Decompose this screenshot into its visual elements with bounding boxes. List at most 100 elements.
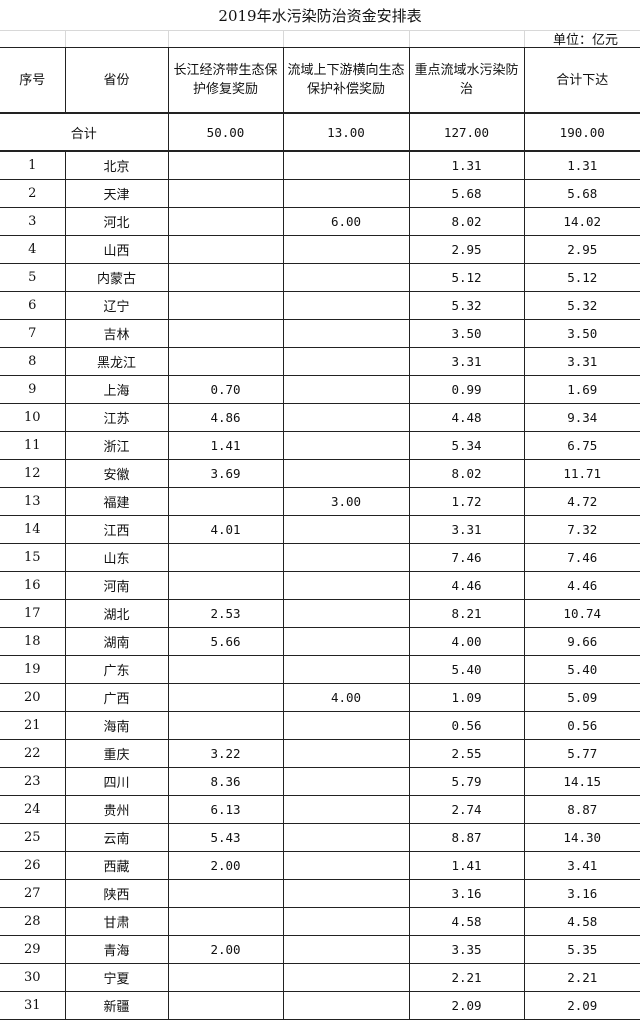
basin-compensation-cell (282, 347, 410, 376)
index-cell: 2 (0, 179, 66, 208)
basin-compensation-cell (282, 627, 410, 656)
unit-label: 单位：亿元 (552, 33, 618, 48)
province-cell: 上海 (64, 375, 169, 404)
table-row: 1 北京 1.31 1.31 (0, 150, 640, 180)
key-basin-cell: 5.12 (408, 263, 525, 292)
header-row: 序号 省份 长江经济带生态保护修复奖励 流域上下游横向生态保护补偿奖励 重点流域… (0, 47, 640, 114)
yangtze-cell (167, 711, 284, 740)
unit-row: 单位：亿元 (0, 31, 640, 48)
table-row: 22 重庆 3.22 2.55 5.77 (0, 739, 640, 768)
province-cell: 海南 (64, 711, 169, 740)
key-basin-cell: 0.99 (408, 375, 525, 404)
yangtze-cell (167, 683, 284, 712)
index-cell: 9 (0, 375, 66, 404)
total-cell: 190.00 (523, 112, 640, 152)
key-basin-cell: 5.32 (408, 291, 525, 320)
key-basin-cell: 4.48 (408, 403, 525, 432)
total-cell: 8.87 (523, 795, 640, 824)
province-cell: 云南 (64, 823, 169, 852)
province-cell: 吉林 (64, 319, 169, 348)
total-cell: 13.00 (282, 112, 410, 152)
basin-compensation-cell (282, 235, 410, 264)
key-basin-cell: 8.02 (408, 459, 525, 488)
province-cell: 河北 (64, 207, 169, 236)
index-cell: 13 (0, 487, 66, 516)
yangtze-cell: 3.69 (167, 459, 284, 488)
table-row: 19 广东 5.40 5.40 (0, 655, 640, 684)
yangtze-cell (167, 571, 284, 600)
yangtze-cell (167, 963, 284, 992)
basin-compensation-cell: 3.00 (282, 487, 410, 516)
table-row: 23 四川 8.36 5.79 14.15 (0, 767, 640, 796)
yangtze-cell: 0.70 (167, 375, 284, 404)
yangtze-cell: 4.01 (167, 515, 284, 544)
basin-compensation-cell (282, 179, 410, 208)
basin-compensation-cell (282, 795, 410, 824)
total-cell: 14.15 (523, 767, 640, 796)
index-cell: 4 (0, 235, 66, 264)
index-cell: 31 (0, 991, 66, 1020)
key-basin-cell: 8.21 (408, 599, 525, 628)
index-cell: 1 (0, 150, 66, 180)
table-row: 27 陕西 3.16 3.16 (0, 879, 640, 908)
table-row: 2 天津 5.68 5.68 (0, 179, 640, 208)
yangtze-cell (167, 179, 284, 208)
basin-compensation-cell (282, 543, 410, 572)
key-basin-cell: 8.02 (408, 207, 525, 236)
total-cell: 3.16 (523, 879, 640, 908)
province-cell: 贵州 (64, 795, 169, 824)
total-cell: 6.75 (523, 431, 640, 460)
basin-compensation-cell (282, 263, 410, 292)
basin-compensation-cell (282, 319, 410, 348)
total-cell: 5.77 (523, 739, 640, 768)
key-basin-cell: 5.79 (408, 767, 525, 796)
table-row: 29 青海 2.00 3.35 5.35 (0, 935, 640, 964)
province-cell: 宁夏 (64, 963, 169, 992)
total-cell: 127.00 (408, 112, 525, 152)
basin-compensation-cell (282, 655, 410, 684)
province-cell: 内蒙古 (64, 263, 169, 292)
key-basin-cell: 2.74 (408, 795, 525, 824)
key-basin-cell: 5.40 (408, 655, 525, 684)
key-basin-cell: 3.35 (408, 935, 525, 964)
index-cell: 3 (0, 207, 66, 236)
province-cell: 安徽 (64, 459, 169, 488)
table-row: 16 河南 4.46 4.46 (0, 571, 640, 600)
table-row: 3 河北 6.00 8.02 14.02 (0, 207, 640, 236)
yangtze-cell (167, 907, 284, 936)
basin-compensation-cell: 6.00 (282, 207, 410, 236)
table-row: 30 宁夏 2.21 2.21 (0, 963, 640, 992)
basin-compensation-cell (282, 711, 410, 740)
total-cell: 50.00 (167, 112, 284, 152)
total-cell: 2.95 (523, 235, 640, 264)
province-cell: 江西 (64, 515, 169, 544)
key-basin-cell: 4.58 (408, 907, 525, 936)
key-basin-cell: 3.50 (408, 319, 525, 348)
table-row: 12 安徽 3.69 8.02 11.71 (0, 459, 640, 488)
key-basin-cell: 4.00 (408, 627, 525, 656)
header-key-basin: 重点流域水污染防治 (408, 47, 525, 114)
table-row: 5 内蒙古 5.12 5.12 (0, 263, 640, 292)
province-cell: 四川 (64, 767, 169, 796)
province-cell: 青海 (64, 935, 169, 964)
table-row: 15 山东 7.46 7.46 (0, 543, 640, 572)
province-cell: 陕西 (64, 879, 169, 908)
total-cell: 7.46 (523, 543, 640, 572)
table-row: 10 江苏 4.86 4.48 9.34 (0, 403, 640, 432)
table-row: 11 浙江 1.41 5.34 6.75 (0, 431, 640, 460)
table-row: 24 贵州 6.13 2.74 8.87 (0, 795, 640, 824)
yangtze-cell: 2.00 (167, 851, 284, 880)
yangtze-cell: 5.43 (167, 823, 284, 852)
province-cell: 浙江 (64, 431, 169, 460)
total-cell: 4.72 (523, 487, 640, 516)
yangtze-cell: 1.41 (167, 431, 284, 460)
yangtze-cell: 8.36 (167, 767, 284, 796)
basin-compensation-cell (282, 935, 410, 964)
yangtze-cell (167, 487, 284, 516)
key-basin-cell: 2.21 (408, 963, 525, 992)
index-cell: 5 (0, 263, 66, 292)
yangtze-cell (167, 263, 284, 292)
index-cell: 27 (0, 879, 66, 908)
index-cell: 16 (0, 571, 66, 600)
header-index: 序号 (0, 47, 66, 114)
